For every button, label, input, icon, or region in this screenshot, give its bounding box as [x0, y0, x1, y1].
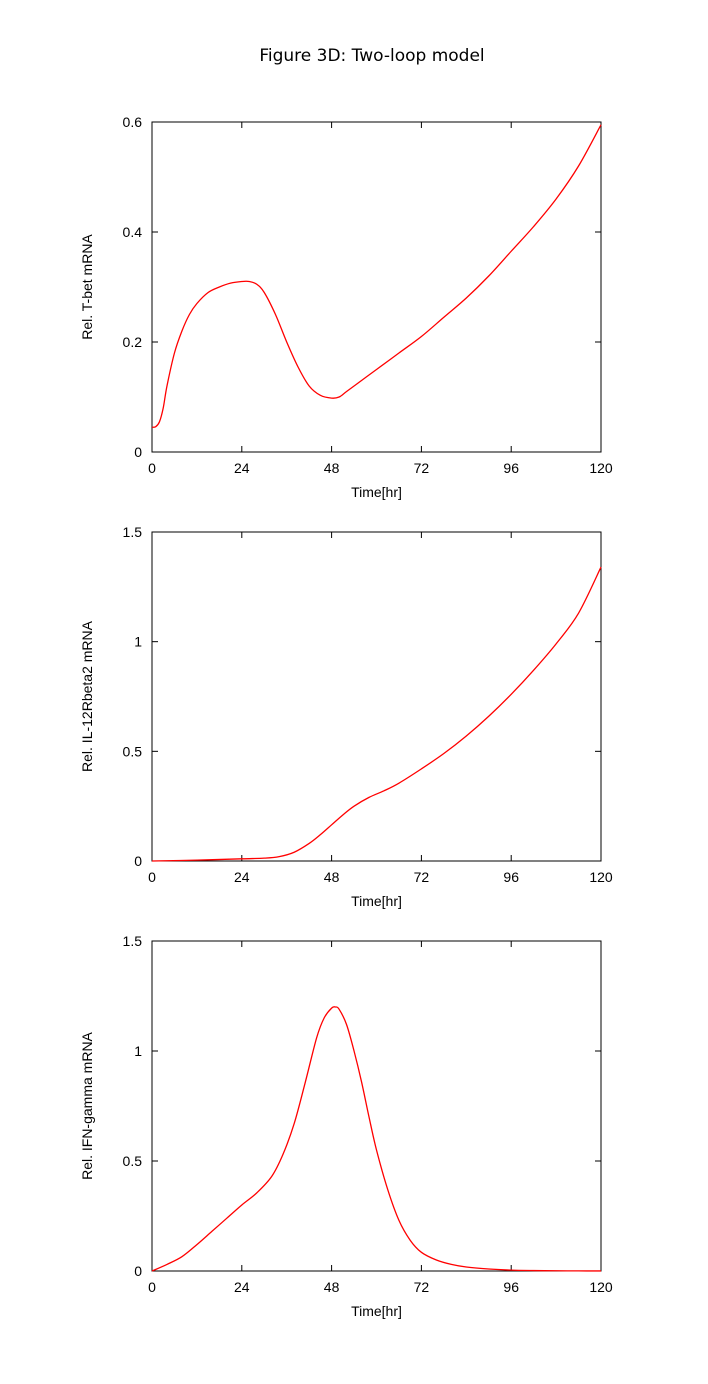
chart-panel-1: 0 24 48 72 96 120 0 0.2 0.4 0.6 Time[hr] Rel. T-bet… — [79, 114, 613, 500]
y-tick-label: 1 — [134, 1043, 142, 1059]
series-line — [151, 1006, 602, 1272]
x-tick-label: 48 — [324, 1279, 340, 1295]
x-tick-label: 72 — [414, 1279, 430, 1295]
y-tick-label: 0.5 — [123, 743, 143, 759]
y-axis-label: Rel. T-bet mRNA — [79, 234, 95, 340]
y-tick-label: 1.5 — [123, 524, 143, 540]
x-tick-label: 120 — [589, 869, 613, 885]
x-tick-label: 0 — [148, 869, 156, 885]
y-tick-label: 1 — [134, 634, 142, 650]
x-tick-label: 72 — [414, 460, 430, 476]
x-tick-label: 72 — [414, 869, 430, 885]
plot-frame — [151, 940, 602, 1272]
y-tick-label: 0.4 — [123, 224, 143, 240]
chart-panel-3: 0 24 48 72 96 120 0 0.5 1 1.5 Time[hr] Rel. IFN-gam… — [79, 933, 613, 1319]
y-axis-label: Rel. IFN-gamma mRNA — [79, 1031, 95, 1179]
x-tick-label: 96 — [503, 869, 519, 885]
series-line — [151, 124, 602, 428]
plot-frame — [151, 121, 602, 453]
x-tick-label: 24 — [234, 1279, 250, 1295]
x-tick-label: 48 — [324, 460, 340, 476]
y-tick-label: 0 — [134, 444, 142, 460]
x-tick-label: 48 — [324, 869, 340, 885]
plot-frame — [151, 531, 602, 862]
x-axis-label: Time[hr] — [351, 1303, 402, 1319]
x-tick-label: 120 — [589, 1279, 613, 1295]
figure-title: Figure 3D: Two-loop model — [259, 46, 485, 66]
x-tick-label: 0 — [148, 1279, 156, 1295]
x-tick-label: 0 — [148, 460, 156, 476]
chart-panel-2: 0 24 48 72 96 120 0 0.5 1 1.5 Time[hr] Rel. IL-12Rb… — [79, 524, 613, 909]
y-axis-label: Rel. IL-12Rbeta2 mRNA — [79, 620, 95, 772]
x-tick-label: 96 — [503, 1279, 519, 1295]
x-axis-label: Time[hr] — [351, 893, 402, 909]
series-line — [151, 566, 602, 862]
y-tick-label: 0 — [134, 853, 142, 869]
y-tick-label: 0.5 — [123, 1153, 143, 1169]
y-tick-label: 0 — [134, 1263, 142, 1279]
x-tick-label: 24 — [234, 869, 250, 885]
x-tick-label: 120 — [589, 460, 613, 476]
y-tick-label: 0.2 — [123, 334, 143, 350]
y-tick-label: 0.6 — [123, 114, 143, 130]
x-tick-label: 24 — [234, 460, 250, 476]
x-axis-label: Time[hr] — [351, 484, 402, 500]
x-tick-label: 96 — [503, 460, 519, 476]
y-tick-label: 1.5 — [123, 933, 143, 949]
